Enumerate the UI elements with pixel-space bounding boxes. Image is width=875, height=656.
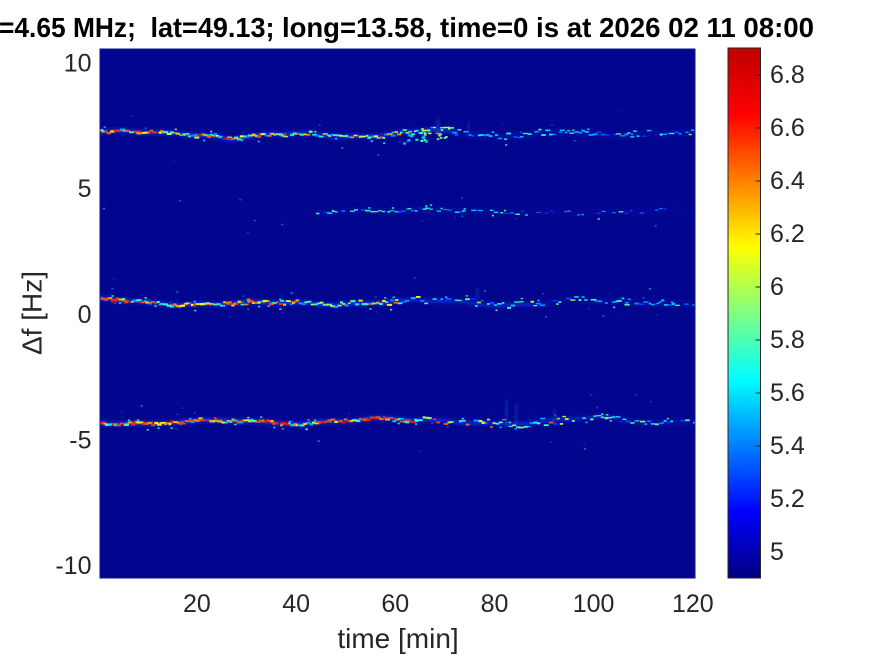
svg-text:5.2: 5.2 [770, 485, 805, 513]
svg-text:=4.65 MHz; lat=49.13; long=13: =4.65 MHz; lat=49.13; long=13.58, time=0… [0, 12, 814, 43]
svg-text:5: 5 [78, 175, 92, 203]
svg-text:100: 100 [573, 590, 615, 618]
svg-text:80: 80 [481, 590, 509, 618]
svg-text:-5: -5 [69, 426, 91, 454]
svg-text:6.2: 6.2 [770, 220, 805, 248]
svg-text:6: 6 [770, 273, 784, 301]
svg-text:60: 60 [381, 590, 409, 618]
svg-text:20: 20 [183, 590, 211, 618]
svg-text:10: 10 [64, 50, 92, 78]
svg-text:5.4: 5.4 [770, 432, 805, 460]
svg-text:5.8: 5.8 [770, 326, 805, 354]
svg-text:5.6: 5.6 [770, 379, 805, 407]
svg-text:6.6: 6.6 [770, 114, 805, 142]
svg-text:5: 5 [770, 538, 784, 566]
svg-text:6.4: 6.4 [770, 167, 805, 195]
svg-text:120: 120 [672, 590, 714, 618]
svg-text:Δf [Hz]: Δf [Hz] [17, 271, 48, 355]
svg-text:time [min]: time [min] [337, 623, 458, 654]
svg-text:-10: -10 [55, 552, 91, 580]
svg-text:6.8: 6.8 [770, 61, 805, 89]
svg-text:0: 0 [78, 301, 92, 329]
svg-text:40: 40 [282, 590, 310, 618]
